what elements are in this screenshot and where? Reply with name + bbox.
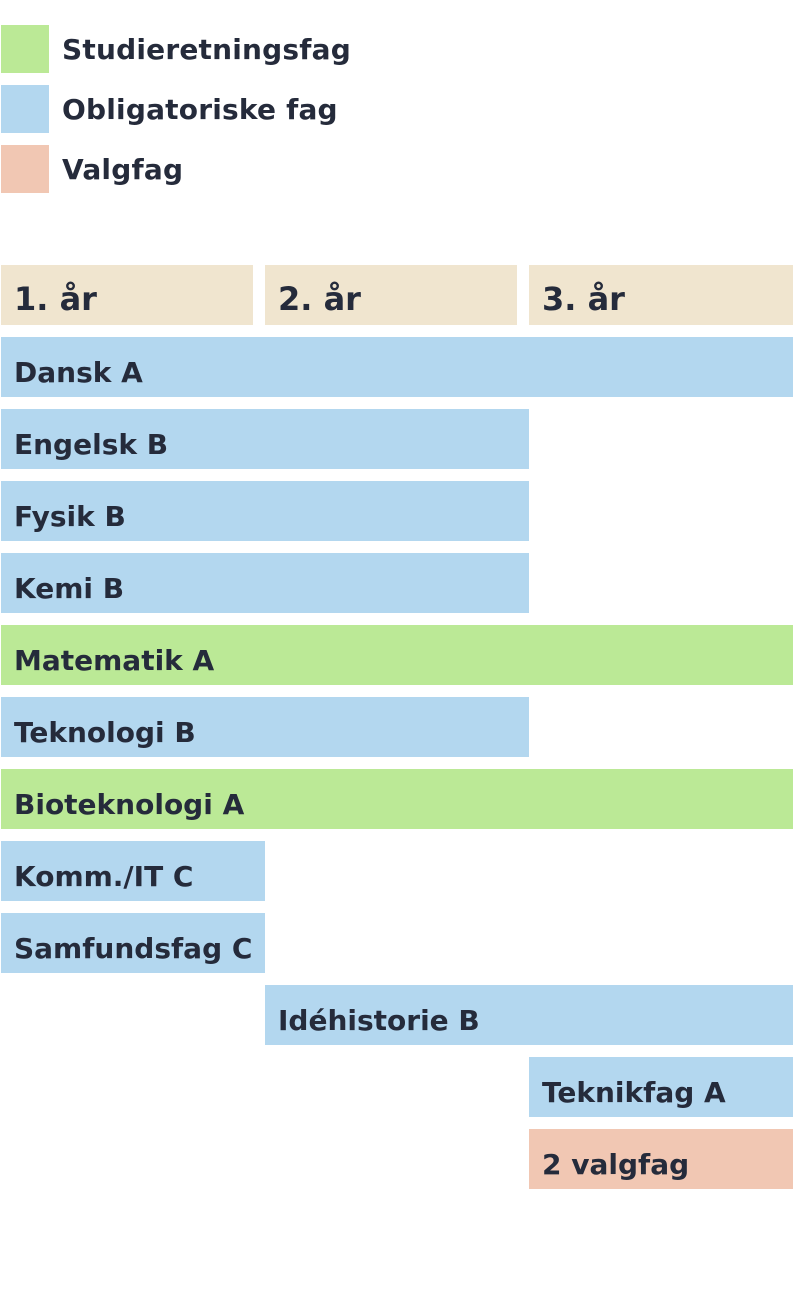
subject-bar-kemi: Kemi B — [1, 553, 529, 613]
subject-bar-fysik: Fysik B — [1, 481, 529, 541]
subject-bar-bioteknologi: Bioteknologi A — [1, 769, 793, 829]
legend-label: Studieretningsfag — [62, 32, 351, 66]
legend-item-studieretningsfag: Studieretningsfag — [1, 25, 351, 73]
swatch-orange — [1, 145, 49, 193]
legend-item-valgfag: Valgfag — [1, 145, 183, 193]
subject-bar-teknologi: Teknologi B — [1, 697, 529, 757]
subject-bar-matematik: Matematik A — [1, 625, 793, 685]
subject-bar-samfundsfag: Samfundsfag C — [1, 913, 265, 973]
subject-bar-valgfag: 2 valgfag — [529, 1129, 793, 1189]
subject-bar-idehistorie: Idéhistorie B — [265, 985, 793, 1045]
legend-label: Obligatoriske fag — [62, 92, 338, 126]
legend-label: Valgfag — [62, 152, 184, 186]
swatch-blue — [1, 85, 49, 133]
year-header-3: 3. år — [529, 265, 793, 325]
subject-bar-dansk: Dansk A — [1, 337, 793, 397]
year-header-2: 2. år — [265, 265, 517, 325]
subject-bar-engelsk: Engelsk B — [1, 409, 529, 469]
subject-bar-teknikfag: Teknikfag A — [529, 1057, 793, 1117]
year-header-1: 1. år — [1, 265, 253, 325]
subject-bar-komm-it: Komm./IT C — [1, 841, 265, 901]
swatch-green — [1, 25, 49, 73]
legend-item-obligatoriske: Obligatoriske fag — [1, 85, 338, 133]
